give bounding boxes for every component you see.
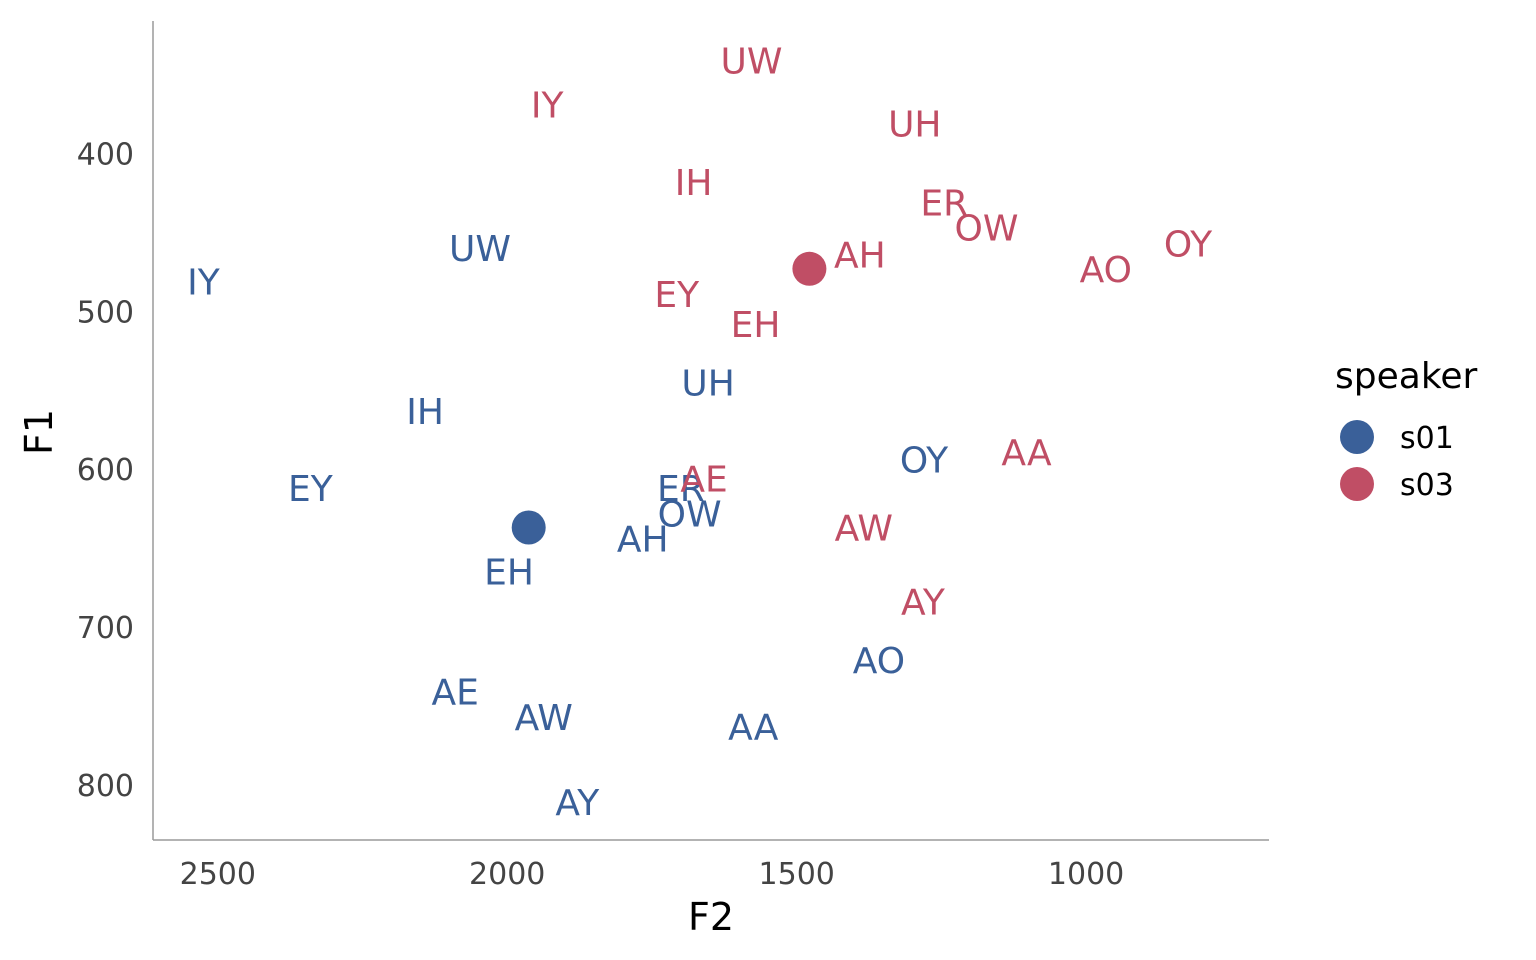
vowel-label-s03: UH [888, 105, 941, 146]
vowel-label-s01: EH [484, 553, 534, 594]
mean-point-s03 [792, 251, 827, 286]
vowel-label-s01: OW [658, 494, 722, 535]
y-tick-label: 700 [77, 611, 134, 646]
vowel-label-s03: AW [835, 509, 893, 550]
vowel-label-s03: AH [834, 236, 886, 277]
legend-key-s01 [1340, 420, 1374, 454]
legend-label-s01: s01 [1400, 421, 1454, 456]
x-axis-title: F2 [688, 895, 734, 939]
vowel-label-s01: IY [187, 262, 221, 303]
legend-title: speaker [1335, 356, 1478, 397]
vowel-label-s01: AE [432, 673, 479, 714]
legend-label-s03: s03 [1400, 468, 1454, 503]
y-axis-title: F1 [17, 409, 61, 455]
vowel-label-s03: AO [1080, 250, 1132, 291]
vowel-label-s03: IY [531, 86, 565, 127]
axes [152, 21, 1269, 841]
vowel-label-s01: AW [515, 698, 573, 739]
y-tick-labels: 400 500 600 700 800 [77, 138, 134, 804]
vowel-label-s01: AA [728, 707, 779, 748]
vowel-label-s01: ER [657, 469, 705, 510]
legend: speaker s01 s03 [1335, 356, 1478, 503]
vowel-label-s03: UW [721, 42, 783, 83]
x-tick-label: 2000 [469, 857, 545, 892]
legend-key-s03 [1340, 467, 1374, 501]
vowel-label-s01: UH [681, 363, 734, 404]
vowel-label-s03: EY [654, 275, 700, 316]
vowel-label-s01: EY [288, 469, 334, 510]
vowel-label-s03: IH [675, 163, 713, 204]
x-tick-label: 2500 [180, 857, 256, 892]
vowel-label-s03: ER [920, 184, 968, 225]
y-tick-label: 600 [77, 453, 134, 488]
x-tick-label: 1000 [1048, 857, 1124, 892]
y-tick-label: 800 [77, 769, 134, 804]
vowel-label-s01: OY [900, 441, 949, 482]
vowel-label-s03: OW [955, 209, 1019, 250]
vowel-label-s01: UW [449, 229, 511, 270]
vowel-label-s03: OY [1164, 225, 1213, 266]
y-tick-label: 500 [77, 295, 134, 330]
mean-point-s01 [511, 510, 546, 545]
x-tick-label: 1500 [759, 857, 835, 892]
vowel-label-s03: AY [901, 583, 946, 624]
vowel-label-s01: AH [617, 520, 669, 561]
vowel-label-s03: AA [1001, 433, 1052, 474]
vowel-label-s01: IH [406, 392, 444, 433]
x-tick-labels: 2500 2000 1500 1000 [180, 857, 1125, 892]
vowel-label-s03: AE [680, 460, 727, 501]
vowel-label-s01: AO [853, 641, 905, 682]
y-tick-label: 400 [77, 138, 134, 173]
vowel-label-s03: EH [731, 305, 781, 346]
vowel-label-s01: AY [555, 783, 600, 824]
